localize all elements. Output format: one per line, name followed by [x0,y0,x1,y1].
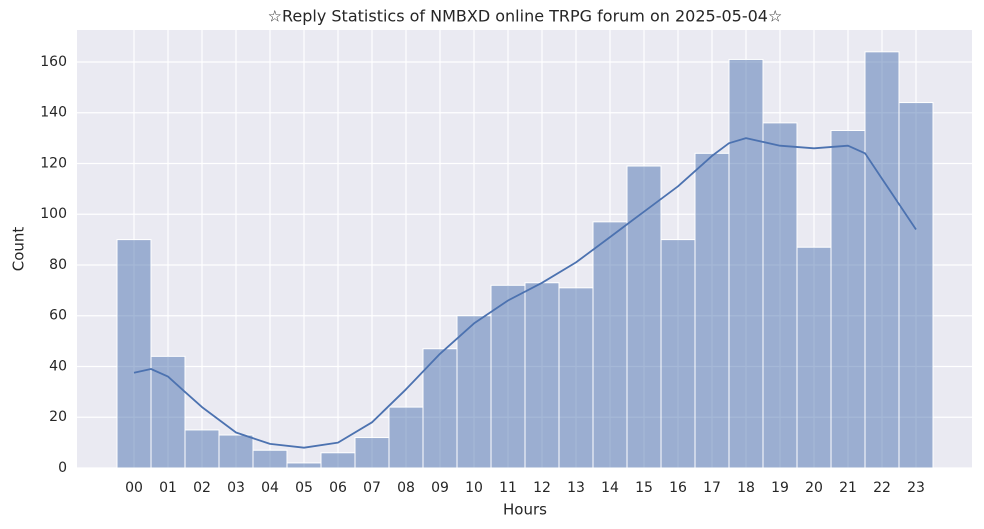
x-tick-label: 22 [873,480,891,496]
x-tick-label: 16 [669,480,687,496]
bar [286,462,322,469]
x-tick-label: 21 [839,480,857,496]
x-axis-label: Hours [503,501,547,519]
x-tick-label: 15 [635,480,653,496]
bar [354,437,390,469]
bar [218,434,254,469]
x-tick-label: 05 [295,480,313,496]
x-tick-label: 17 [703,480,721,496]
bar [252,449,288,469]
bar [660,239,696,469]
bar [694,152,730,469]
bar [626,165,662,469]
bar [762,122,798,469]
bar [150,355,186,469]
bar [184,429,220,469]
x-tick-label: 04 [261,480,279,496]
x-tick-label: 03 [227,480,245,496]
y-tick-label: 0 [58,460,67,476]
x-tick-label: 07 [363,480,381,496]
x-tick-label: 23 [907,480,925,496]
x-tick-label: 20 [805,480,823,496]
bar [796,246,832,469]
lines [133,137,917,449]
x-tick-label: 13 [567,480,585,496]
bar [116,239,152,469]
bar [864,51,900,469]
x-tick-label: 19 [771,480,789,496]
y-tick-label: 60 [49,308,67,324]
kde-line [133,137,917,449]
y-axis-label: Count [10,227,28,272]
bar [388,406,424,469]
bar [898,102,934,469]
x-tick-label: 06 [329,480,347,496]
x-tick-label: 08 [397,480,415,496]
x-tick-label: 12 [533,480,551,496]
bar [830,129,866,469]
y-tick-label: 120 [40,155,67,171]
x-tick-label: 09 [431,480,449,496]
y-tick-label: 40 [49,358,67,374]
y-tick-label: 20 [49,409,67,425]
x-tick-label: 00 [125,480,143,496]
y-tick-label: 80 [49,257,67,273]
bar [524,282,560,469]
bar [558,287,594,469]
y-tick-label: 140 [40,105,67,121]
x-tick-label: 01 [159,480,177,496]
y-tick-label: 160 [40,54,67,70]
bar [728,58,764,469]
bar [422,348,458,469]
bar [592,221,628,469]
bar [490,284,526,469]
x-tick-label: 14 [601,480,619,496]
x-tick-label: 18 [737,480,755,496]
bars [116,51,934,469]
x-tick-label: 10 [465,480,483,496]
x-tick-label: 02 [193,480,211,496]
bar [456,315,492,469]
x-tick-label: 11 [499,480,517,496]
chart-title: ☆Reply Statistics of NMBXD online TRPG f… [268,7,783,26]
bar [320,452,356,469]
y-tick-label: 100 [40,206,67,222]
